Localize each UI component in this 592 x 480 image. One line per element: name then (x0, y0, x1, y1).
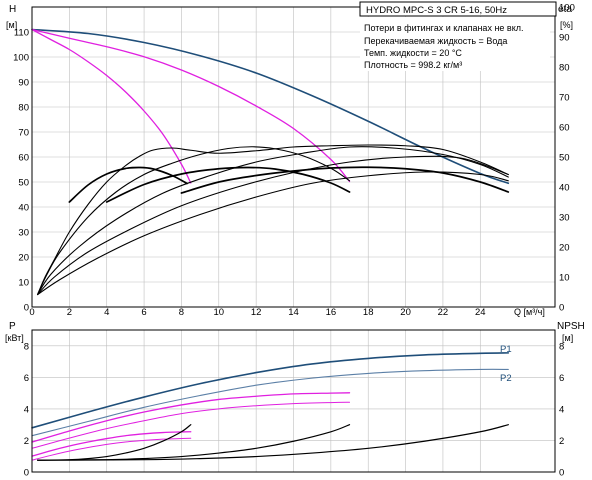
lower-right-axis-unit: [м] (562, 333, 573, 343)
note-fittings: Потери в фитингах и клапанах не вкл. (364, 23, 524, 33)
upper-x-axis-label: Q [м³/ч] (514, 307, 545, 317)
y-right-tick-label: 80 (559, 63, 570, 74)
curve-NPSH-8 (37, 424, 509, 461)
y-right-tick-label: 70 (559, 93, 570, 104)
curve-head-1 (31, 28, 351, 183)
y-right-tick-label: 50 (559, 153, 570, 164)
y-left-tick-label: 70 (18, 128, 29, 139)
y-left-tick-label: 110 (14, 28, 29, 39)
x-tick-label: 14 (288, 307, 299, 318)
lower-tick-labels: 0 2 4 6 8 0 2 4 6 8 (24, 341, 565, 478)
y-left-tick-label: 30 (18, 228, 29, 239)
y-left-tick-label: 8 (24, 341, 29, 352)
y-left-tick-label: 20 (18, 253, 29, 264)
x-tick-label: 20 (400, 307, 411, 318)
y-right-tick-label: 6 (559, 373, 564, 384)
curve-eta-10 (180, 166, 510, 194)
note-density: Плотность = 998.2 кг/м³ (364, 60, 462, 70)
y-right-tick-label: 8 (559, 341, 564, 352)
curve-head-2 (31, 28, 192, 184)
x-tick-label: 0 (29, 307, 34, 318)
model-title-box (359, 1, 557, 17)
x-tick-label: 6 (141, 307, 146, 318)
curve-eta-envelope-5 (37, 146, 509, 296)
curve-P-4 (31, 431, 192, 457)
note-liquid: Перекачиваемая жидкость = Вода (364, 36, 507, 46)
curve-P-2 (31, 392, 351, 443)
upper-right-axis-unit: [%] (560, 20, 573, 30)
x-tick-label: 12 (251, 307, 262, 318)
lower-plot-frame (31, 329, 556, 473)
x-tick-label: 10 (213, 307, 224, 318)
y-left-tick-label: 40 (18, 203, 29, 214)
lower-right-axis-label: NPSH (557, 321, 585, 332)
y-right-tick-label: 0 (559, 468, 564, 479)
x-tick-label: 22 (438, 307, 449, 318)
y-left-tick-label: 80 (18, 103, 29, 114)
y-right-tick-label: 100 (559, 3, 575, 14)
y-left-tick-label: 0 (24, 303, 29, 314)
x-tick-label: 8 (179, 307, 184, 318)
curve-eta-9 (105, 166, 351, 203)
lower-curves (31, 352, 510, 461)
curve-eta-envelope-6 (37, 155, 509, 296)
curve-eta-8 (68, 166, 188, 203)
curve-P-3 (31, 401, 351, 449)
x-tick-label: 2 (67, 307, 72, 318)
upper-left-axis-unit: [м] (6, 20, 17, 30)
y-left-tick-label: 4 (24, 404, 29, 415)
note-temperature: Темп. жидкости = 20 °C (364, 48, 462, 58)
y-left-tick-label: 60 (18, 153, 29, 164)
y-left-tick-label: 90 (18, 78, 29, 89)
y-right-tick-label: 10 (559, 273, 570, 284)
series-label-p1: P1 (500, 344, 512, 355)
notes-box (360, 17, 550, 71)
x-tick-label: 4 (104, 307, 109, 318)
y-left-tick-label: 50 (18, 178, 29, 189)
y-right-tick-label: 2 (559, 436, 564, 447)
y-right-tick-label: 40 (559, 183, 570, 194)
curve-head-0 (31, 28, 510, 185)
y-left-tick-label: 2 (24, 436, 29, 447)
lower-left-axis-unit: [кВт] (5, 333, 24, 343)
curve-eta-envelope-3 (37, 144, 509, 296)
curve-p1-0 (31, 352, 510, 429)
y-left-tick-label: 6 (24, 373, 29, 384)
y-right-tick-label: 0 (559, 303, 564, 314)
curve-P-5 (31, 437, 192, 461)
x-tick-label: 16 (326, 307, 337, 318)
y-right-tick-label: 90 (559, 33, 570, 44)
upper-right-axis-label: eta (558, 4, 572, 15)
curve-eta-envelope-4 (37, 146, 351, 296)
series-label-p2: P2 (500, 373, 512, 384)
y-left-tick-label: 10 (18, 278, 29, 289)
y-left-tick-label: 100 (13, 53, 29, 64)
model-title: HYDRO MPC-S 3 CR 5-16, 50Hz (366, 5, 507, 16)
y-right-tick-label: 60 (559, 123, 570, 134)
lower-left-axis-label: P (9, 321, 16, 332)
upper-plot-frame (31, 6, 556, 308)
curve-p2-1 (31, 368, 509, 437)
upper-curves (31, 28, 510, 296)
x-tick-label: 18 (363, 307, 374, 318)
upper-left-axis-label: H (9, 4, 16, 15)
x-tick-label: 24 (475, 307, 486, 318)
y-right-tick-label: 20 (559, 243, 570, 254)
y-right-tick-label: 4 (559, 404, 564, 415)
y-left-tick-label: 0 (24, 468, 29, 479)
y-right-tick-label: 30 (559, 213, 570, 224)
upper-tick-labels: 0102030405060708090100110010203040506070… (13, 3, 575, 319)
